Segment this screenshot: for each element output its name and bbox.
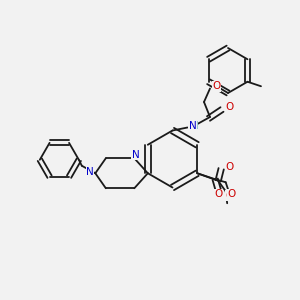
Text: O: O (227, 189, 236, 199)
Text: N: N (189, 121, 197, 131)
Text: N: N (132, 150, 140, 160)
Text: O: O (225, 162, 233, 172)
Text: O: O (226, 102, 234, 112)
Text: O: O (225, 191, 233, 201)
Text: H: H (190, 121, 198, 131)
Text: O: O (212, 81, 220, 91)
Text: O: O (214, 189, 222, 199)
Text: N: N (86, 167, 94, 177)
